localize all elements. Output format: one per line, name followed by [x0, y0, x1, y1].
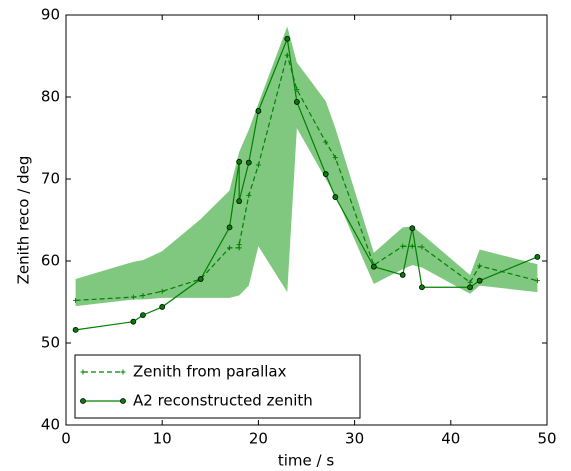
legend-marker: [120, 398, 126, 404]
marker: [130, 294, 136, 300]
y-tick-label: 70: [41, 170, 60, 188]
marker: [399, 272, 406, 278]
legend-marker: [120, 369, 126, 375]
marker: [322, 171, 329, 177]
marker: [159, 288, 165, 294]
y-tick-label: 50: [41, 334, 60, 352]
marker: [284, 52, 290, 58]
y-tick-label: 80: [41, 88, 60, 106]
marker: [467, 279, 473, 285]
marker: [246, 192, 252, 198]
x-tick-label: 50: [537, 430, 556, 448]
marker: [534, 278, 540, 284]
marker: [467, 284, 473, 291]
plot-frame: [65, 14, 548, 426]
marker: [534, 253, 541, 260]
legend-box: [74, 354, 361, 419]
y-tick-label: 90: [41, 6, 60, 24]
uncertainty-band: [75, 26, 538, 307]
marker: [419, 284, 425, 291]
marker: [73, 297, 79, 303]
marker: [332, 194, 339, 200]
y-tick-label: 40: [41, 416, 60, 434]
x-tick-label: 40: [441, 430, 460, 448]
x-tick-label: 30: [345, 430, 364, 448]
legend-marker: [80, 398, 86, 404]
marker: [140, 292, 146, 298]
marker: [72, 326, 79, 333]
legend-label: Zenith from parallax: [133, 363, 287, 381]
marker: [293, 99, 300, 105]
marker: [476, 277, 483, 284]
marker: [409, 243, 415, 249]
marker: [400, 243, 406, 249]
marker: [236, 242, 242, 248]
y-tick-label: 60: [41, 252, 60, 270]
legend-label: A2 reconstructed zenith: [133, 392, 313, 410]
marker: [409, 225, 416, 232]
marker: [197, 276, 204, 282]
marker: [245, 159, 252, 166]
marker: [323, 139, 329, 145]
marker: [477, 263, 483, 269]
x-tick-label: 0: [61, 430, 71, 448]
marker: [332, 155, 338, 161]
marker: [419, 244, 425, 250]
marker: [236, 198, 243, 205]
legend-marker: [80, 369, 86, 375]
marker: [130, 318, 137, 325]
marker: [236, 158, 243, 165]
marker: [370, 263, 377, 270]
marker: [140, 312, 146, 319]
x-tick-label: 10: [153, 430, 172, 448]
x-tick-label: 20: [249, 430, 268, 448]
marker: [255, 162, 261, 168]
marker: [226, 224, 233, 231]
marker: [159, 304, 166, 310]
marker: [227, 245, 233, 251]
marker: [255, 108, 262, 114]
y-axis-label: Zenith reco / deg: [15, 156, 33, 285]
x-axis-label: time / s: [278, 452, 334, 470]
marker: [284, 35, 291, 42]
